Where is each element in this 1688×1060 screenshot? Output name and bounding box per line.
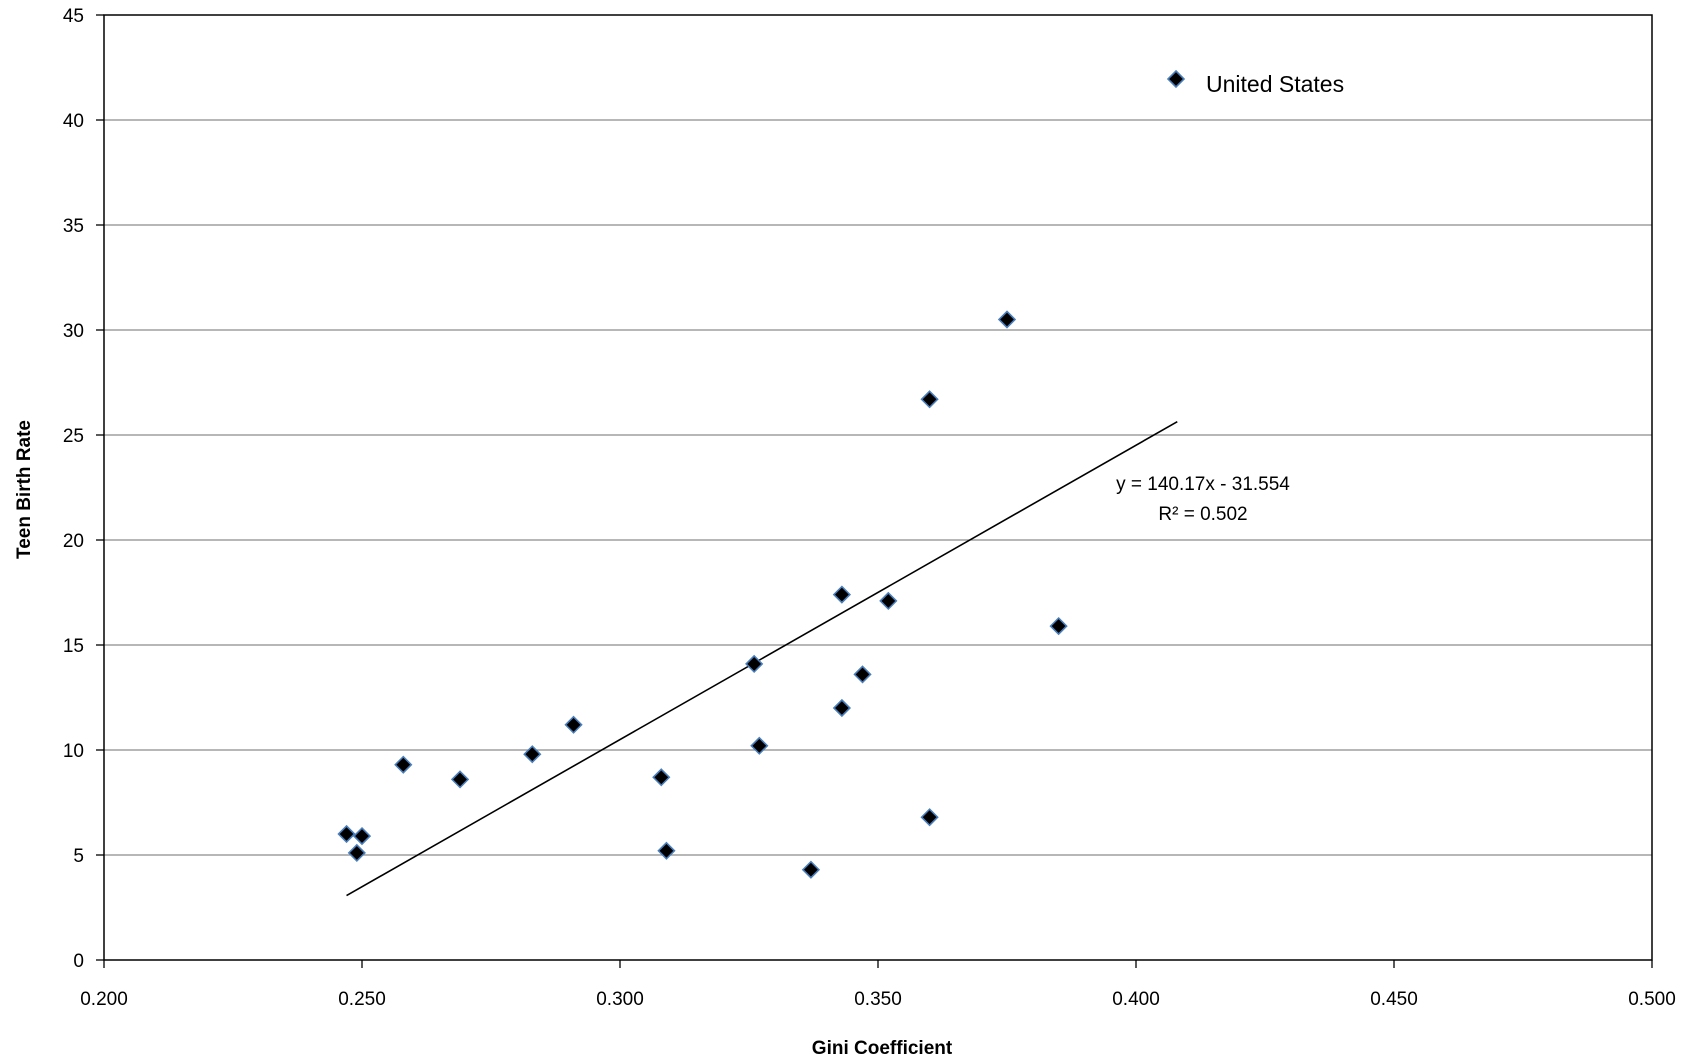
x-tick-label: 0.250 (338, 989, 386, 1010)
data-point (920, 390, 939, 409)
x-tick-label: 0.350 (854, 989, 902, 1010)
data-point (832, 585, 852, 604)
x-axis: 0.200 0.250 0.300 0.350 0.400 0.450 0.500 (80, 960, 1676, 1010)
data-point (853, 665, 872, 684)
gridlines (104, 119, 1652, 856)
data-point (352, 826, 372, 846)
y-tick-label: 0 (73, 951, 84, 972)
y-tick-label: 30 (63, 321, 84, 342)
y-tick-label: 35 (63, 216, 84, 237)
data-point (657, 841, 676, 860)
data-point (1049, 616, 1068, 636)
legend: United States (1166, 69, 1344, 97)
data-point (337, 824, 356, 844)
y-tick-label: 25 (63, 426, 84, 447)
plot-area-border (103, 14, 1653, 961)
data-point (450, 770, 470, 789)
x-tick-label: 0.500 (1628, 989, 1676, 1010)
y-tick-label: 15 (63, 636, 84, 657)
trendline-equation: y = 140.17x - 31.554 (1116, 474, 1290, 495)
data-point (801, 860, 821, 879)
x-axis-title: Gini Coefficient (812, 1038, 953, 1059)
x-tick-label: 0.300 (596, 989, 644, 1010)
y-tick-label: 45 (63, 6, 84, 27)
data-point (920, 808, 939, 827)
data-point (652, 768, 671, 787)
data-point (997, 310, 1017, 329)
data-point (879, 591, 898, 611)
data-point (750, 736, 769, 755)
trendline (346, 420, 1178, 897)
trendline-r-squared: R² = 0.502 (1158, 504, 1247, 525)
legend-label: United States (1206, 71, 1344, 97)
data-points (337, 310, 1068, 879)
y-tick-label: 20 (63, 531, 84, 552)
legend-marker (1166, 69, 1186, 89)
data-point (564, 715, 583, 734)
data-point (745, 654, 764, 674)
y-tick-label: 10 (63, 741, 84, 762)
y-tick-label: 40 (63, 111, 84, 132)
x-tick-label: 0.200 (80, 989, 128, 1010)
data-point (523, 745, 542, 764)
data-point (832, 698, 852, 718)
data-point (347, 843, 366, 863)
y-tick-label: 5 (73, 846, 84, 867)
x-tick-label: 0.400 (1112, 989, 1160, 1010)
y-axis: 0 5 10 15 20 25 30 35 40 45 (63, 6, 104, 972)
data-point (394, 755, 413, 774)
y-axis-title: Teen Birth Rate (14, 420, 35, 559)
x-tick-label: 0.450 (1370, 989, 1418, 1010)
